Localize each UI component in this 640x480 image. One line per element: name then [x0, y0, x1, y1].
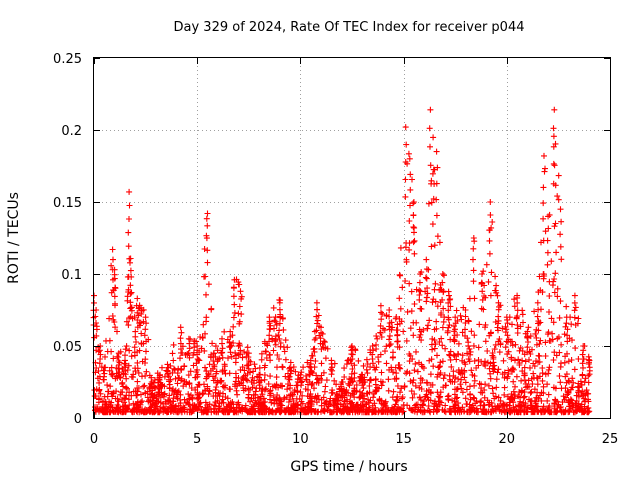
x-tick-label: 15 — [395, 432, 412, 447]
y-tick-label: 0.1 — [61, 268, 82, 283]
y-tick-label: 0.05 — [53, 340, 82, 355]
x-tick-label: 25 — [602, 432, 619, 447]
x-tick-label: 10 — [292, 432, 309, 447]
chart-title: Day 329 of 2024, Rate Of TEC Index for r… — [174, 20, 525, 35]
data-points — [90, 106, 593, 416]
x-tick-label: 20 — [499, 432, 516, 447]
x-tick-label: 5 — [193, 432, 201, 447]
y-tick-label: 0.15 — [53, 196, 82, 211]
y-tick-label: 0 — [74, 412, 82, 427]
x-tick-label: 0 — [90, 432, 98, 447]
y-tick-label: 0.25 — [53, 52, 82, 67]
y-tick-label: 0.2 — [61, 124, 82, 139]
axis-ticks: 0 5 10 15 20 25 0 0.05 0.1 0.15 0.2 0.25 — [53, 52, 618, 447]
y-axis-label: ROTI / TECUs — [6, 192, 22, 284]
plot-frame — [93, 57, 611, 419]
roti-point-markers — [90, 106, 593, 416]
x-axis-label: GPS time / hours — [290, 459, 407, 475]
